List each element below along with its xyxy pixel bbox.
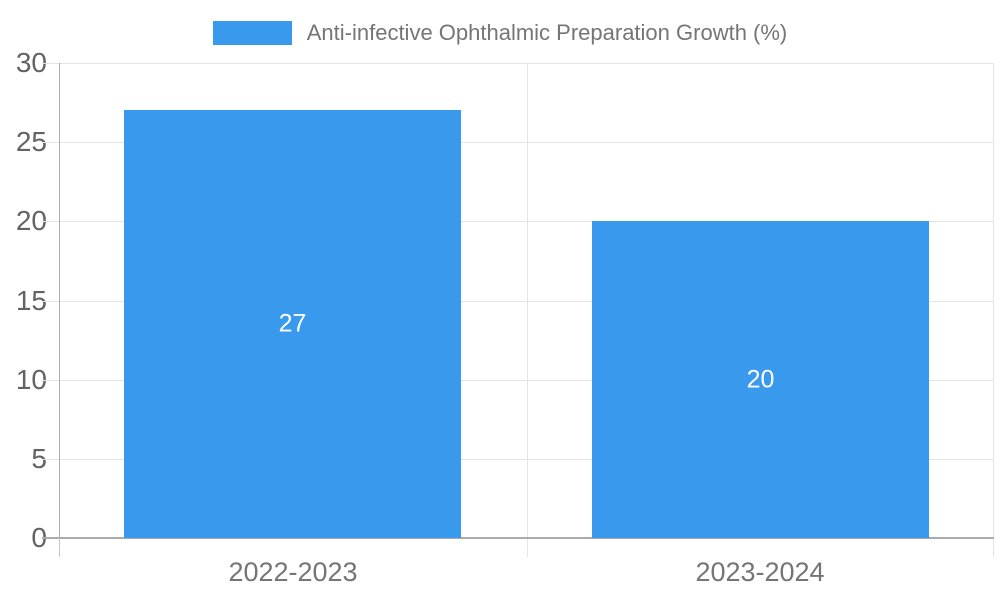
y-axis-tick-label: 15 — [15, 284, 47, 316]
legend-label: Anti-infective Ophthalmic Preparation Gr… — [306, 20, 788, 45]
y-axis-tick-mark — [42, 221, 59, 223]
y-axis-tick-mark — [42, 537, 59, 539]
y-axis-tick-label: 30 — [15, 47, 47, 78]
plot-area: 27 20 — [59, 63, 994, 557]
chart-legend: Anti-infective Ophthalmic Preparation Gr… — [0, 19, 1000, 47]
x-axis-tick-label: 2023-2024 — [695, 557, 825, 587]
y-axis-tick-mark — [42, 458, 59, 460]
x-axis-baseline — [59, 537, 994, 539]
y-axis-tick-mark — [42, 63, 59, 64]
x-axis-tick-mark — [59, 538, 60, 557]
y-axis-tick-label: 10 — [15, 363, 47, 395]
y-axis-tick-label: 25 — [15, 126, 47, 158]
y-axis-tick-label: 20 — [15, 205, 47, 237]
bar: 27 — [124, 110, 461, 538]
y-axis-line — [59, 63, 60, 538]
bar-value-label: 27 — [278, 309, 307, 338]
y-axis-tick-label: 5 — [31, 442, 47, 474]
y-axis-tick-mark — [42, 142, 59, 144]
y-axis-tick-mark — [42, 379, 59, 381]
category-separator-line — [526, 63, 528, 557]
x-axis-tick-label: 2022-2023 — [228, 557, 358, 587]
y-axis-tick-mark — [42, 300, 59, 302]
y-axis-tick-label: 0 — [31, 522, 47, 553]
legend-swatch-icon — [212, 21, 292, 45]
plot-right-border-line — [993, 63, 994, 557]
bar: 20 — [592, 221, 929, 538]
bar-value-label: 20 — [746, 365, 775, 393]
